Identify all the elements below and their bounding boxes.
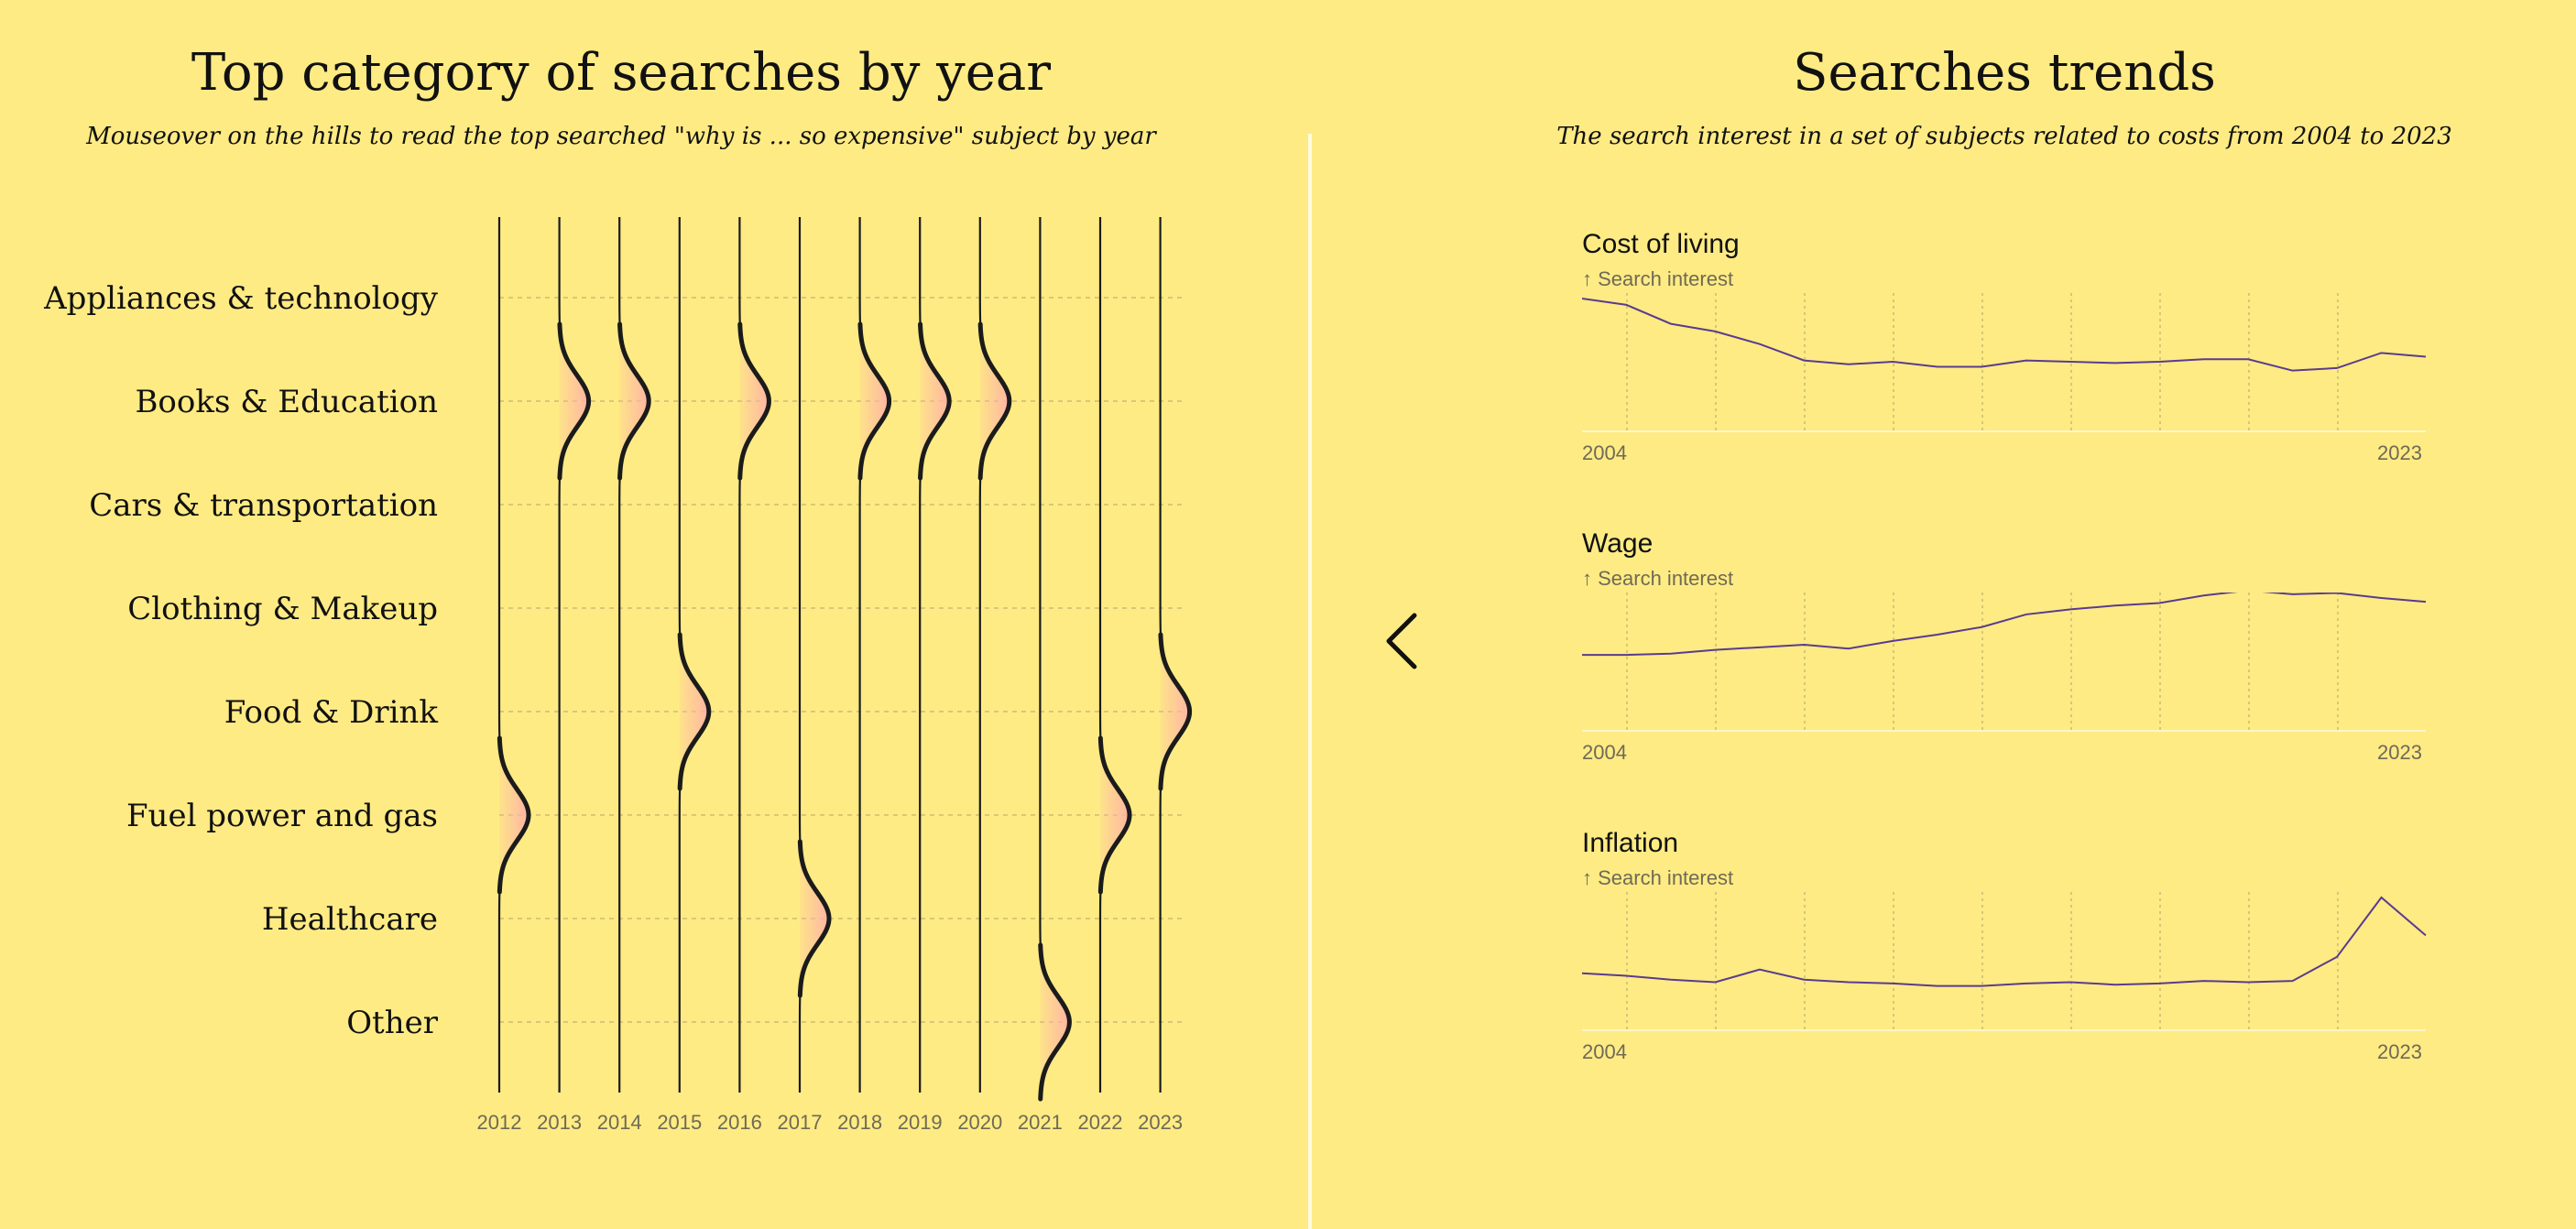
hill-peak[interactable]	[557, 321, 592, 481]
category-label: Books & Education	[135, 384, 438, 420]
year-label: 2016	[717, 1111, 762, 1134]
hill-fill[interactable]	[979, 299, 1010, 504]
trend-panel-title: Wage	[1582, 528, 1654, 559]
trend-series-line	[1582, 298, 2427, 372]
trend-line-chart	[1582, 293, 2427, 432]
trend-line-chart	[1582, 892, 2427, 1031]
year-label: 2018	[837, 1111, 882, 1134]
trend-panel-ylabel: ↑ Search interest	[1582, 567, 1734, 590]
ridge-chart-title: Top category of searches by year	[191, 43, 1052, 103]
trend-panel-title: Inflation	[1582, 828, 1679, 858]
x-tick-end: 2023	[2377, 441, 2422, 464]
year-label: 2012	[477, 1111, 522, 1134]
year-label: 2017	[778, 1111, 823, 1134]
hill-peak[interactable]	[977, 321, 1012, 481]
x-tick-start: 2004	[1582, 1040, 1627, 1063]
year-label: 2021	[1018, 1111, 1063, 1134]
x-tick-end: 2023	[2377, 1040, 2422, 1063]
year-label: 2014	[597, 1111, 642, 1134]
x-tick-start: 2004	[1582, 741, 1627, 764]
year-ridge-line[interactable]	[1098, 217, 1130, 1093]
hill-peak[interactable]	[497, 735, 531, 895]
year-ridge-line[interactable]	[1039, 217, 1071, 1093]
hill-fill[interactable]	[559, 299, 589, 504]
trends-title: Searches trends	[1793, 43, 2216, 103]
category-label: Other	[346, 1005, 439, 1041]
trends-subtitle: The search interest in a set of subjects…	[1556, 123, 2452, 150]
chevron-left-icon	[1386, 613, 1417, 669]
hill-peak[interactable]	[737, 321, 771, 481]
back-button[interactable]	[1374, 604, 1429, 678]
hill-fill[interactable]	[920, 299, 950, 504]
trend-series-line	[1582, 593, 2427, 657]
year-ridge-line[interactable]	[497, 217, 529, 1093]
category-label: Appliances & technology	[43, 280, 439, 317]
hill-fill[interactable]	[1100, 712, 1130, 918]
hill-fill[interactable]	[800, 816, 829, 1021]
trend-series-line	[1582, 896, 2427, 987]
hill-peak[interactable]	[1158, 632, 1193, 791]
category-label: Food & Drink	[224, 694, 439, 731]
hill-fill[interactable]	[1040, 919, 1070, 1125]
trend-line-chart	[1582, 593, 2427, 732]
year-label: 2022	[1078, 1111, 1123, 1134]
hill-fill[interactable]	[499, 712, 529, 918]
hill-peak[interactable]	[677, 632, 712, 791]
ridge-chart-subtitle: Mouseover on the hills to read the top s…	[86, 123, 1156, 150]
x-tick-start: 2004	[1582, 441, 1627, 464]
ridge-chart: Appliances & technology Books & Education…	[43, 217, 1193, 1134]
trend-panel-ylabel: ↑ Search interest	[1582, 267, 1734, 290]
hill-peak[interactable]	[1038, 942, 1072, 1102]
hill-fill[interactable]	[619, 299, 649, 504]
year-label: 2020	[957, 1111, 1002, 1134]
hill-peak[interactable]	[918, 321, 952, 481]
trend-panel-title: Cost of living	[1582, 229, 1740, 259]
year-label: 2019	[898, 1111, 943, 1134]
category-label: Clothing & Makeup	[127, 591, 438, 627]
category-label: Fuel power and gas	[126, 798, 438, 834]
panel-divider	[1308, 134, 1312, 1229]
hill-fill[interactable]	[679, 609, 709, 814]
category-label: Cars & transportation	[89, 487, 438, 524]
trend-panel-ylabel: ↑ Search interest	[1582, 866, 1734, 889]
hill-peak[interactable]	[617, 321, 651, 481]
hill-fill[interactable]	[859, 299, 890, 504]
hill-peak[interactable]	[797, 839, 832, 998]
year-label: 2015	[657, 1111, 702, 1134]
year-label: 2023	[1138, 1111, 1183, 1134]
x-tick-end: 2023	[2377, 741, 2422, 764]
year-label: 2013	[537, 1111, 582, 1134]
hill-fill[interactable]	[1160, 609, 1190, 814]
hill-fill[interactable]	[739, 299, 770, 504]
category-label: Healthcare	[262, 901, 438, 938]
hill-peak[interactable]	[1097, 735, 1132, 895]
hill-peak[interactable]	[857, 321, 892, 481]
